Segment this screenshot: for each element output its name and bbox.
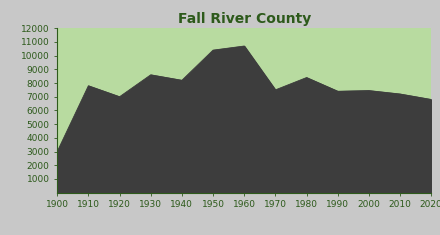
Title: Fall River County: Fall River County bbox=[178, 12, 311, 26]
